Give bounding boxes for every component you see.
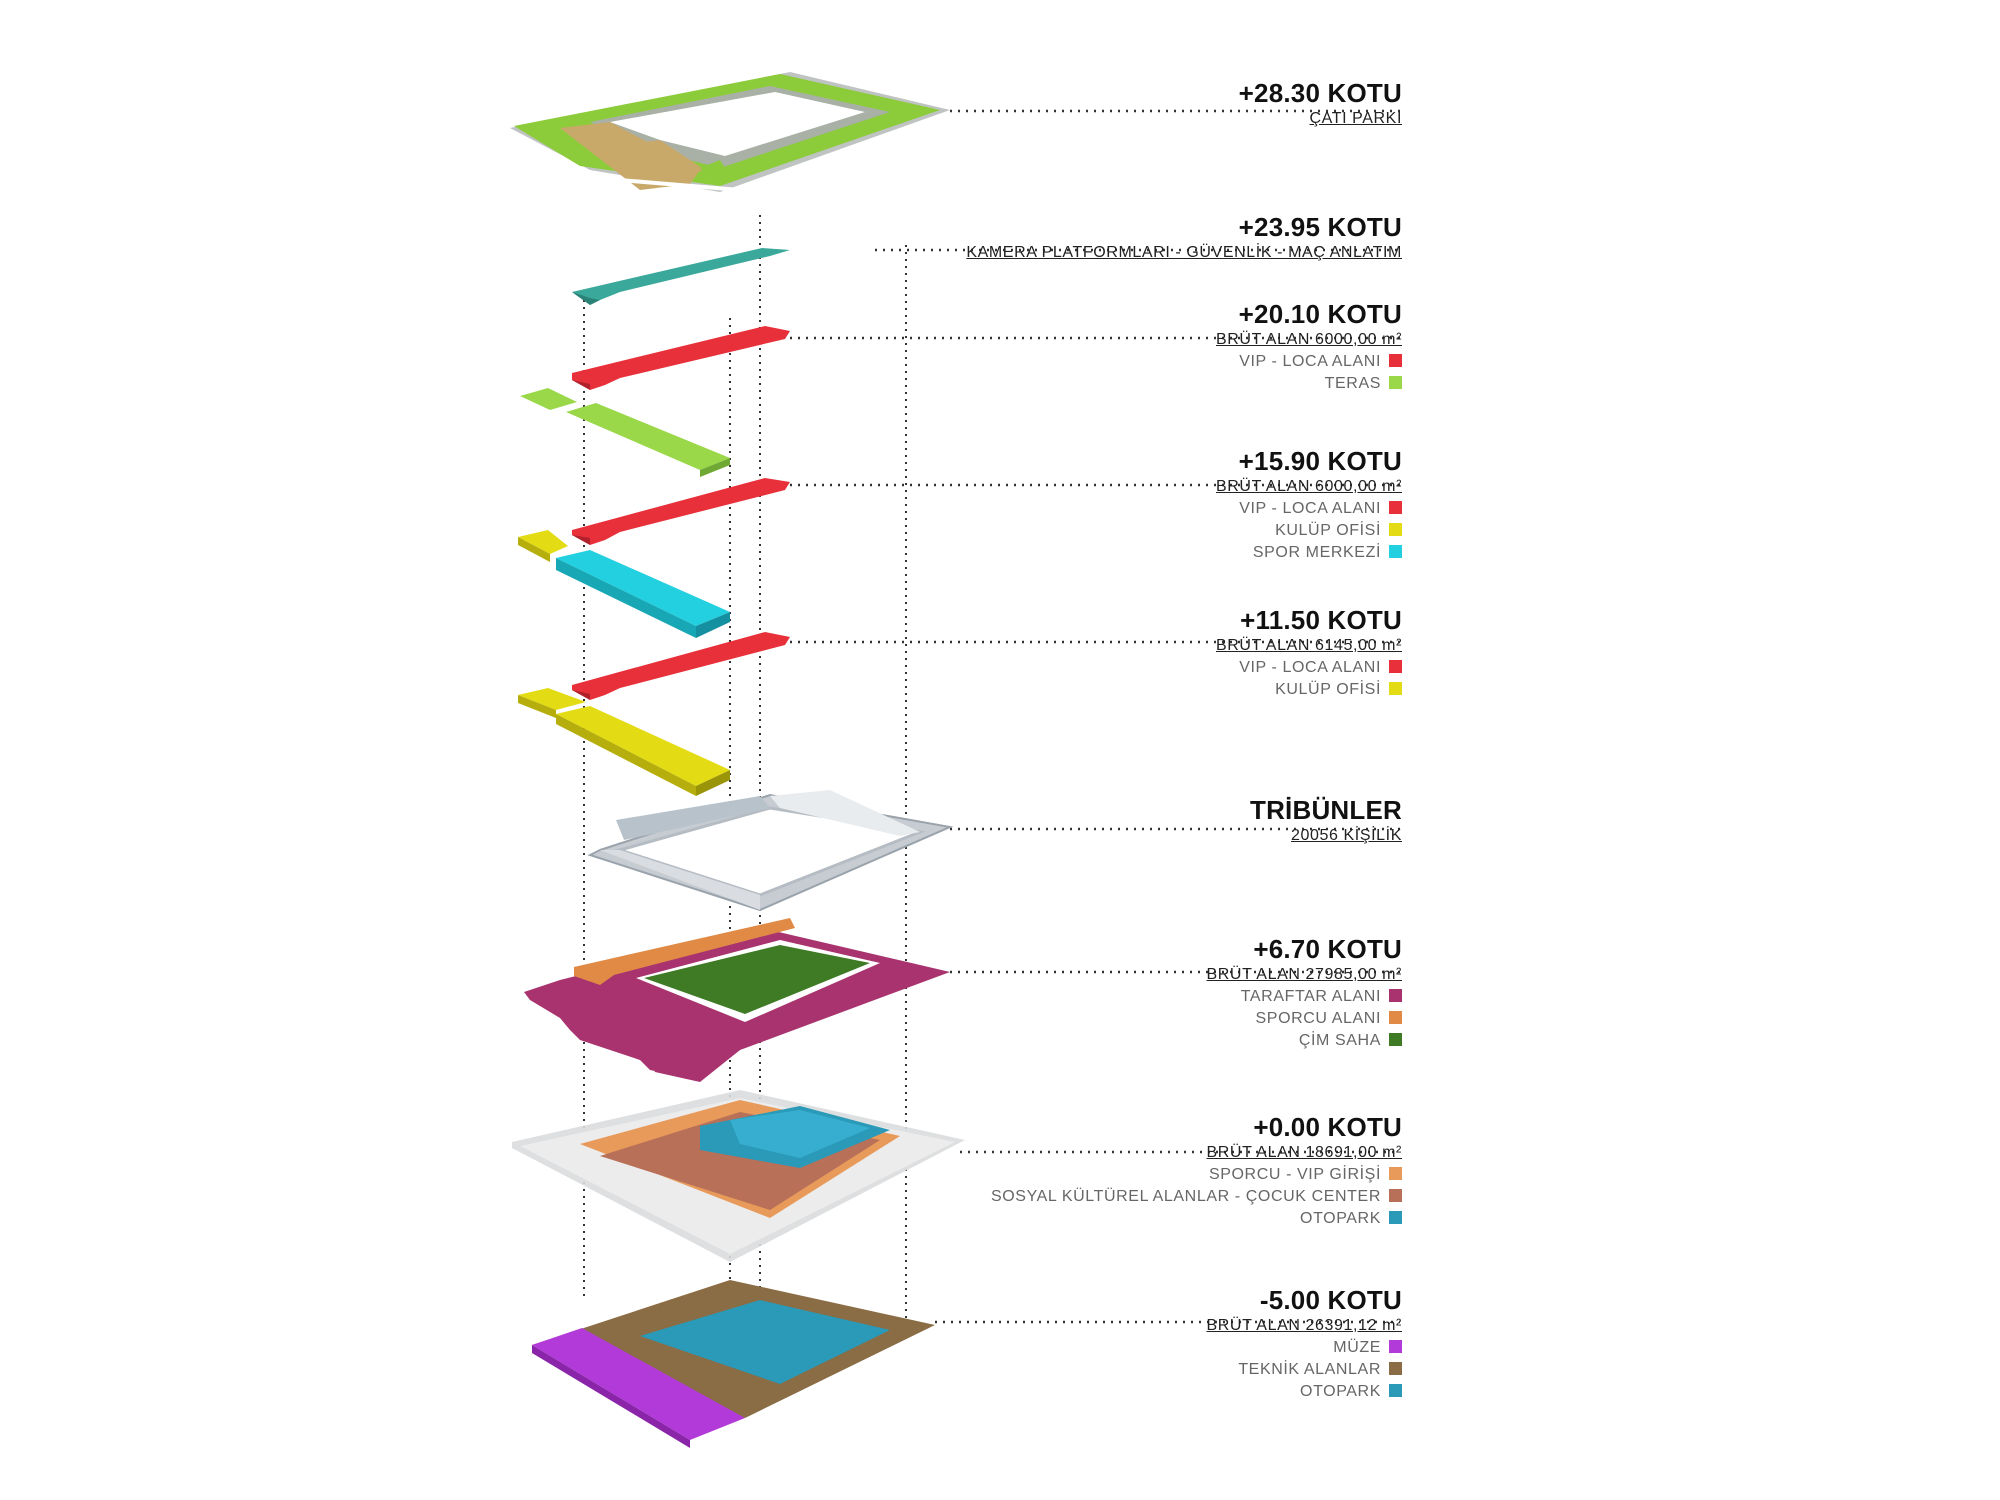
legend-swatch <box>1389 1167 1402 1180</box>
legend-item: SPORCU - VIP GİRİŞİ <box>991 1164 1402 1186</box>
label-l1150: +11.50 KOTU BRÜT ALAN 6145,00 m² VIP - L… <box>1216 605 1402 701</box>
legend-item: TARAFTAR ALANI <box>1206 986 1402 1008</box>
label-roof: +28.30 KOTU ÇATI PARKI <box>1239 78 1402 130</box>
legend-swatch <box>1389 1384 1402 1397</box>
legend-swatch <box>1389 660 1402 673</box>
level-1590-layer <box>518 478 790 638</box>
legend-swatch <box>1389 545 1402 558</box>
legend-swatch <box>1389 682 1402 695</box>
legend-item: SPOR MERKEZİ <box>1216 542 1402 564</box>
legend-item: SOSYAL KÜLTÜREL ALANLAR - ÇOCUK CENTER <box>991 1186 1402 1208</box>
level-subtitle: KAMERA PLATFORMLARI - GÜVENLİK - MAÇ ANL… <box>966 244 1402 261</box>
level-title: +0.00 KOTU <box>1253 1112 1402 1142</box>
legend-swatch <box>1389 501 1402 514</box>
legend-swatch <box>1389 1011 1402 1024</box>
legend-item: VIP - LOCA ALANI <box>1216 498 1402 520</box>
label-tribune: TRİBÜNLER 20056 KİŞİLİK <box>1250 795 1402 847</box>
label-l000: +0.00 KOTU BRÜT ALAN 18691,00 m² SPORCU … <box>991 1112 1402 1230</box>
legend-swatch <box>1389 989 1402 1002</box>
label-l1590: +15.90 KOTU BRÜT ALAN 6000,00 m² VIP - L… <box>1216 446 1402 564</box>
level-1150-layer <box>518 632 790 796</box>
level-subtitle: BRÜT ALAN 6000,00 m² <box>1215 331 1402 348</box>
legend-item: KULÜP OFİSİ <box>1216 520 1402 542</box>
level-title: +28.30 KOTU <box>1238 78 1402 108</box>
level-title: +15.90 KOTU <box>1238 446 1402 476</box>
level-m500-layer <box>532 1280 935 1448</box>
legend-swatch <box>1389 354 1402 367</box>
legend-item: TERAS <box>1216 373 1402 395</box>
legend-swatch <box>1389 1033 1402 1046</box>
legend-swatch <box>1389 1211 1402 1224</box>
level-title: +23.95 KOTU <box>1238 212 1402 242</box>
legend-item: VIP - LOCA ALANI <box>1216 657 1402 679</box>
legend-swatch <box>1389 376 1402 389</box>
legend-item: ÇİM SAHA <box>1206 1030 1402 1052</box>
legend-item: SPORCU ALANI <box>1206 1008 1402 1030</box>
level-subtitle: ÇATI PARKI <box>1309 110 1402 127</box>
level-2010-layer <box>520 326 790 477</box>
legend-item: TEKNİK ALANLAR <box>1206 1359 1402 1381</box>
level-subtitle: 20056 KİŞİLİK <box>1291 827 1402 844</box>
legend-swatch <box>1389 1340 1402 1353</box>
legend-item: OTOPARK <box>991 1208 1402 1230</box>
level-670-layer <box>524 918 950 1082</box>
label-camera: +23.95 KOTU KAMERA PLATFORMLARI - GÜVENL… <box>966 212 1402 264</box>
label-lm500: -5.00 KOTU BRÜT ALAN 26391,12 m² MÜZE TE… <box>1206 1285 1402 1403</box>
level-title: +6.70 KOTU <box>1253 934 1402 964</box>
level-title: TRİBÜNLER <box>1249 795 1402 825</box>
legend-item: OTOPARK <box>1206 1381 1402 1403</box>
legend-item: KULÜP OFİSİ <box>1216 679 1402 701</box>
legend-swatch <box>1389 1189 1402 1202</box>
label-l2010: +20.10 KOTU BRÜT ALAN 6000,00 m² VIP - L… <box>1216 299 1402 395</box>
level-000-layer <box>512 1090 965 1262</box>
legend-item: MÜZE <box>1206 1337 1402 1359</box>
level-title: +11.50 KOTU <box>1240 605 1402 635</box>
level-subtitle: BRÜT ALAN 6000,00 m² <box>1215 478 1402 495</box>
level-subtitle: BRÜT ALAN 6145,00 m² <box>1215 637 1402 654</box>
roof-park-layer <box>510 72 950 192</box>
level-title: -5.00 KOTU <box>1259 1285 1402 1315</box>
legend-item: VIP - LOCA ALANI <box>1216 351 1402 373</box>
level-subtitle: BRÜT ALAN 27985,00 m² <box>1206 966 1402 983</box>
level-title: +20.10 KOTU <box>1238 299 1402 329</box>
label-l670: +6.70 KOTU BRÜT ALAN 27985,00 m² TARAFTA… <box>1206 934 1402 1052</box>
tribune-layer <box>587 790 954 912</box>
level-subtitle: BRÜT ALAN 26391,12 m² <box>1206 1317 1402 1334</box>
legend-swatch <box>1389 523 1402 536</box>
camera-platform-layer <box>572 248 790 305</box>
legend-swatch <box>1389 1362 1402 1375</box>
leader-lines <box>790 109 1400 1324</box>
level-subtitle: BRÜT ALAN 18691,00 m² <box>1206 1144 1402 1161</box>
